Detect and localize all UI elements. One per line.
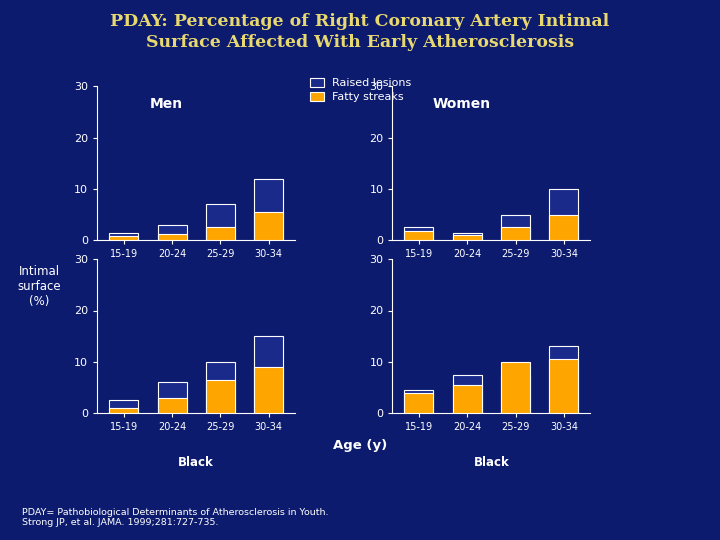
Text: Age (y): Age (y) (333, 439, 387, 452)
Bar (405, 393, 433, 413)
Text: White: White (176, 284, 216, 296)
Bar (158, 397, 186, 413)
Bar (501, 214, 530, 240)
Bar (206, 380, 235, 413)
Text: Black: Black (474, 456, 509, 469)
Bar (549, 347, 578, 413)
Bar (549, 214, 578, 240)
Bar (158, 225, 186, 240)
Bar (405, 390, 433, 413)
Bar (206, 227, 235, 240)
Bar (109, 236, 138, 240)
Bar (254, 336, 283, 413)
Text: PDAY= Pathobiological Determinants of Atherosclerosis in Youth.
Strong JP, et al: PDAY= Pathobiological Determinants of At… (22, 508, 328, 527)
Bar (453, 375, 482, 413)
Bar (549, 359, 578, 413)
Bar (501, 375, 530, 413)
Bar (206, 362, 235, 413)
Bar (549, 189, 578, 240)
Bar (254, 212, 283, 240)
Bar (405, 231, 433, 240)
Text: Intimal
surface
(%): Intimal surface (%) (18, 265, 61, 308)
Text: Black: Black (179, 456, 214, 469)
Bar (254, 367, 283, 413)
Text: White: White (472, 284, 511, 296)
Bar (158, 382, 186, 413)
Bar (254, 179, 283, 240)
Text: Women: Women (433, 97, 491, 111)
Bar (109, 400, 138, 413)
Legend: Raised lesions, Fatty streaks: Raised lesions, Fatty streaks (308, 76, 414, 104)
Bar (501, 227, 530, 240)
Bar (453, 385, 482, 413)
Bar (501, 362, 530, 413)
Text: Men: Men (150, 97, 183, 111)
Bar (206, 204, 235, 240)
Bar (453, 233, 482, 240)
Text: PDAY: Percentage of Right Coronary Artery Intimal
Surface Affected With Early At: PDAY: Percentage of Right Coronary Arter… (110, 14, 610, 51)
Bar (453, 235, 482, 240)
Bar (109, 408, 138, 413)
Bar (158, 234, 186, 240)
Bar (109, 233, 138, 240)
Bar (405, 227, 433, 240)
